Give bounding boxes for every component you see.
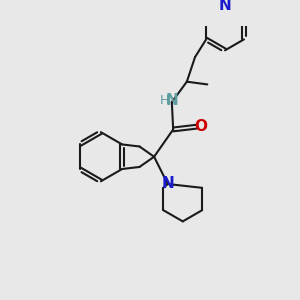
Text: O: O: [194, 119, 207, 134]
Text: N: N: [166, 93, 178, 108]
Text: H: H: [160, 94, 169, 107]
Text: N: N: [162, 176, 175, 191]
Text: N: N: [219, 0, 231, 13]
